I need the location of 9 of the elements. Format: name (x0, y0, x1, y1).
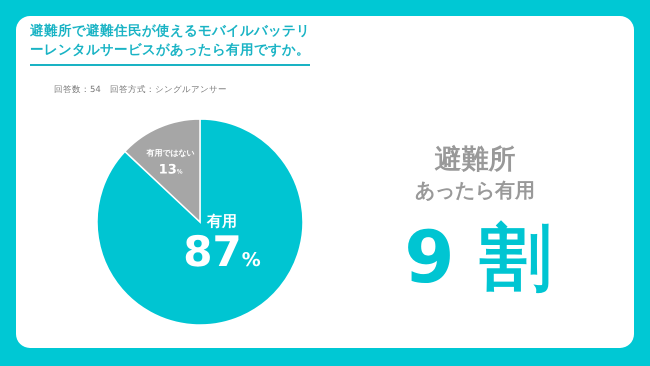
chart-title: 避難所で避難住民が使えるモバイルバッテリーレンタルサービスがあったら有用ですか。 (30, 22, 310, 66)
data-label: 87% (183, 227, 261, 276)
pie-slice (96, 118, 304, 326)
chart-subtitle: 回答数：54 回答方式：シングルアンサー (54, 84, 227, 96)
slice-label: 有用ではない (146, 148, 195, 158)
text: 9 割 (404, 215, 552, 299)
text: あったら有用 (415, 178, 535, 202)
slice-label: 有用 (206, 212, 237, 230)
text: 避難所 (434, 144, 516, 175)
